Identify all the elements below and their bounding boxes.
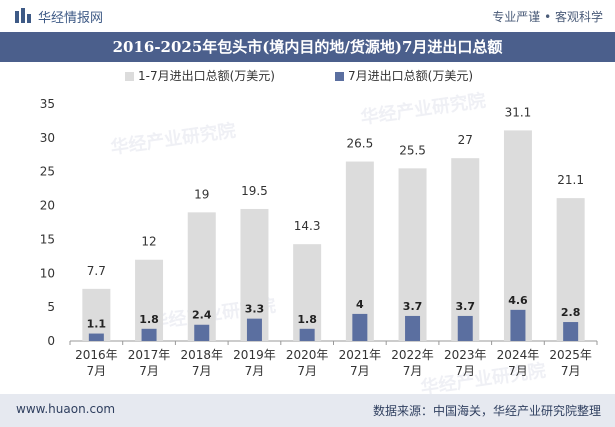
brand-name: 华经情报网 [38,11,104,26]
bar-july [405,315,421,341]
bar-july [88,333,104,341]
bar-july [194,324,210,341]
legend-label: 1-7月进出口总额(万美元) [138,69,275,83]
x-tick-label: 7月 [139,364,159,378]
x-tick-label: 7月 [350,364,370,378]
y-tick-label: 20 [40,199,55,213]
y-tick-label: 10 [40,266,55,280]
data-label-july: 2.4 [192,309,212,322]
logo-icon [15,8,31,23]
x-tick-label: 7月 [245,364,265,378]
x-tick-label: 7月 [508,364,528,378]
slogan: 专业严谨 • 客观科学 [492,10,603,24]
x-tick-label: 2017年 [128,348,171,362]
bar-july [299,328,315,341]
bar-total [503,130,532,341]
x-tick-label: 2019年 [233,348,276,362]
legend-swatch [125,72,134,81]
data-label-total: 12 [141,235,156,249]
bar-total [556,198,585,341]
data-label-july: 3.7 [403,300,423,313]
bar-july [141,328,157,341]
data-source: 数据来源：中国海关，华经产业研究院整理 [372,404,601,418]
x-tick-label: 7月 [455,364,475,378]
x-tick-label: 2018年 [180,348,223,362]
x-tick-label: 7月 [192,364,212,378]
y-tick-label: 35 [40,97,55,111]
bar-july [352,313,368,341]
bar-total [398,168,427,341]
bar-total [345,161,374,341]
bar-total [451,158,480,341]
chart: 1-7月进出口总额(万美元) 7月进出口总额(万美元) 0 5 10 15 20 25 30 35… [40,69,598,378]
data-label-july: 4.6 [508,294,528,307]
x-tick-label: 2021年 [339,348,382,362]
x-tick-label: 2016年 [75,348,118,362]
x-tick-label: 2022年 [391,348,434,362]
data-label-total: 19.5 [241,184,268,198]
y-tick-label: 0 [47,334,55,348]
data-label-july: 4 [356,298,364,311]
x-tick-label: 2025年 [549,348,592,362]
data-label-total: 27 [458,133,473,147]
data-label-total: 21.1 [557,173,584,187]
bar-july [246,318,262,341]
bar-total [293,244,322,341]
bar-total [135,259,164,341]
x-tick-label: 7月 [561,364,581,378]
top-bar: 华经情报网 专业严谨 • 客观科学 [0,0,615,32]
bar-july [457,315,473,341]
data-label-july: 3.3 [245,303,265,316]
y-tick-label: 5 [47,300,55,314]
legend-label: 7月进出口总额(万美元) [348,69,473,83]
y-tick-label: 15 [40,232,55,246]
chart-title: 2016-2025年包头市(境内目的地/货源地)7月进出口总额 [0,32,615,62]
x-tick-label: 7月 [403,364,423,378]
x-tick-label: 7月 [87,364,107,378]
bar-total [82,288,111,341]
site-url[interactable]: www.huaon.com [16,402,116,416]
footer-bar: www.huaon.com 数据来源：中国海关，华经产业研究院整理 [0,394,615,427]
legend-swatch [335,72,344,81]
x-tick-label: 7月 [297,364,317,378]
data-label-july: 1.8 [297,313,317,326]
bar-july [563,322,579,341]
data-label-total: 25.5 [399,143,426,157]
data-label-total: 26.5 [346,137,373,151]
data-label-july: 1.1 [87,318,107,331]
data-label-total: 14.3 [294,219,321,233]
data-label-july: 1.8 [139,313,159,326]
x-tick-label: 2024年 [497,348,540,362]
bar-total [187,212,216,341]
data-label-total: 19 [194,187,209,201]
y-tick-label: 30 [40,131,55,145]
data-label-july: 3.7 [456,300,476,313]
y-tick-label: 25 [40,165,55,179]
x-tick-label: 2023年 [444,348,487,362]
x-tick-label: 2020年 [286,348,329,362]
data-label-total: 7.7 [87,264,106,278]
data-label-july: 2.8 [561,306,581,319]
data-label-total: 31.1 [505,105,532,119]
bar-july [510,309,526,341]
